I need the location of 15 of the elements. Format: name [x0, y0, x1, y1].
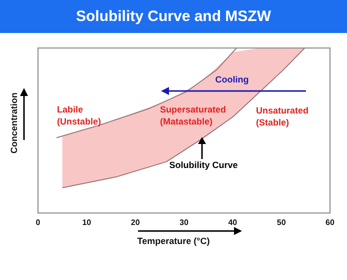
annotation: Solubility Curve — [169, 160, 238, 170]
annotation: Cooling — [215, 74, 249, 84]
x-tick-label: 30 — [180, 218, 189, 228]
annotation: Labile (Unstable) — [57, 104, 102, 126]
x-tick-label: 0 — [36, 218, 41, 228]
annotation: Supersaturated (Matastable) — [160, 104, 226, 126]
x-tick-label: 60 — [326, 218, 335, 228]
annotation: Unsaturated (Stable) — [256, 105, 309, 128]
y-axis-title: Concentration — [9, 92, 19, 156]
x-axis-title: Temperature (°C) — [136, 236, 211, 246]
x-tick-label: 10 — [82, 218, 92, 228]
x-tick-label: 50 — [276, 218, 286, 228]
x-tick-label: 20 — [130, 218, 140, 228]
chart-title: Solubility Curve and MSZW — [0, 0, 347, 33]
x-tick-label: 40 — [228, 218, 238, 228]
